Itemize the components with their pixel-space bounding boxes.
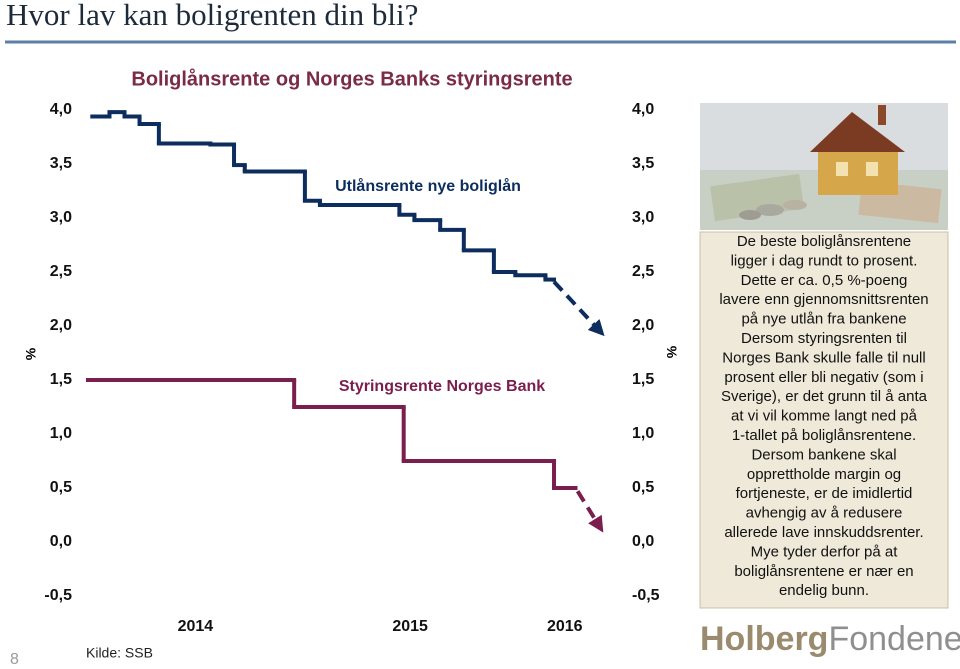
x-tick-label: 2016 bbox=[547, 618, 583, 635]
y-tick-label: 2,0 bbox=[50, 317, 72, 334]
y2-tick-label: 2,0 bbox=[632, 317, 654, 334]
panel-line: Dersom bankene skal bbox=[751, 446, 896, 463]
y2-tick-label: 3,0 bbox=[632, 209, 654, 226]
y2-tick-label: 0,0 bbox=[632, 533, 654, 550]
chart-title: Boliglånsrente og Norges Banks styringsr… bbox=[131, 67, 572, 90]
y2-tick-label: -0,5 bbox=[632, 587, 660, 604]
panel-line: prosent eller bli negativ (som i bbox=[724, 369, 923, 386]
y2-axis-label: % bbox=[664, 345, 680, 358]
y-axis-label: % bbox=[23, 347, 39, 360]
series-label: Styringsrente Norges Bank bbox=[339, 378, 545, 395]
y-tick-label: 0,0 bbox=[50, 533, 72, 550]
y2-tick-label: 1,0 bbox=[632, 425, 654, 442]
y2-tick-label: 0,5 bbox=[632, 479, 654, 496]
panel-line: Dette er ca. 0,5 %-poeng bbox=[741, 272, 908, 289]
y-tick-label: 2,5 bbox=[50, 263, 72, 280]
y2-tick-label: 2,5 bbox=[632, 263, 654, 280]
y2-tick-label: 1,5 bbox=[632, 371, 654, 388]
slide-title: Hvor lav kan boligrenten din bli? bbox=[6, 0, 418, 32]
panel-line: 1-tallet på boliglånsrentene. bbox=[732, 427, 916, 444]
y2-tick-label: 3,5 bbox=[632, 155, 654, 172]
y-tick-label: 3,5 bbox=[50, 155, 72, 172]
panel-line: allerede lave innskuddsrenter. bbox=[724, 524, 923, 541]
y-tick-label: 0,5 bbox=[50, 479, 72, 496]
panel-line: ligger i dag rundt to prosent. bbox=[731, 252, 918, 269]
y-tick-label: 1,0 bbox=[50, 425, 72, 442]
x-tick-label: 2014 bbox=[178, 618, 214, 635]
y-tick-label: 3,0 bbox=[50, 209, 72, 226]
panel-line: fortjeneste, er de imidlertid bbox=[736, 485, 913, 502]
photo bbox=[700, 103, 948, 230]
panel-line: Dersom styringsrenten til bbox=[741, 330, 907, 347]
logo: HolbergFondene bbox=[700, 620, 960, 658]
panel-line: Norges Bank skulle falle til null bbox=[722, 349, 925, 366]
panel-line: avhengig av å redusere bbox=[746, 505, 903, 522]
source: Kilde: SSB bbox=[86, 645, 153, 661]
panel-line: at vi vil komme langt ned på bbox=[731, 408, 918, 425]
y-tick-label: 4,0 bbox=[50, 101, 72, 118]
page-number: 8 bbox=[10, 651, 19, 668]
panel-line: opprettholde margin og bbox=[747, 466, 901, 483]
text-panel bbox=[699, 231, 949, 609]
projection bbox=[552, 280, 605, 337]
series-label: Utlånsrente nye boliglån bbox=[335, 177, 521, 195]
logo-second: Fondene bbox=[828, 620, 960, 658]
x-tick-label: 2015 bbox=[392, 618, 428, 635]
projection bbox=[575, 490, 604, 533]
panel-line: boliglånsrentene er nær en bbox=[734, 563, 913, 580]
panel-line: lavere enn gjennomsnittsrenten bbox=[719, 291, 928, 308]
y2-tick-label: 4,0 bbox=[632, 101, 654, 118]
panel-line: De beste boliglånsrentene bbox=[737, 233, 911, 250]
y-tick-label: -0,5 bbox=[44, 587, 72, 604]
panel-line: endelig bunn. bbox=[779, 582, 869, 599]
y-tick-label: 1,5 bbox=[50, 371, 72, 388]
panel-line: på nye utlån fra bankene bbox=[741, 311, 906, 328]
logo-first: Holberg bbox=[700, 620, 828, 658]
panel-line: Sverige), er det grunn til å anta bbox=[721, 388, 928, 405]
panel-line: Mye tyder derfor på at bbox=[751, 543, 899, 560]
